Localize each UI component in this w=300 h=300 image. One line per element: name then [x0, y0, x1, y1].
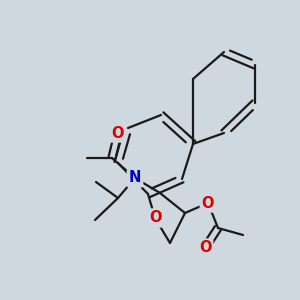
- Text: O: O: [112, 125, 124, 140]
- Text: O: O: [199, 241, 211, 256]
- Text: N: N: [129, 170, 141, 185]
- Text: O: O: [202, 196, 214, 211]
- Text: O: O: [149, 211, 161, 226]
